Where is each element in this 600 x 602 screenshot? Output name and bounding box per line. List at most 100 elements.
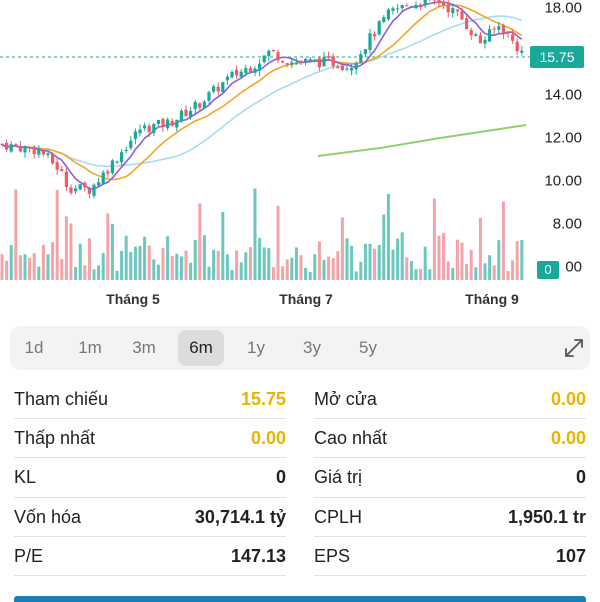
volume-bar <box>221 212 224 280</box>
volume-bar <box>359 262 362 280</box>
volume-bar <box>83 265 86 280</box>
month-label: Tháng 9 <box>465 291 519 307</box>
candle-body <box>19 146 22 151</box>
volume-bar <box>162 248 165 280</box>
stat-value: 0.00 <box>551 389 586 410</box>
stat-value: 147.13 <box>231 546 286 567</box>
volume-bar <box>70 223 73 280</box>
volume-bar <box>405 258 408 280</box>
candle-body <box>493 29 496 30</box>
candle-body <box>249 68 252 72</box>
candle-body <box>42 151 45 154</box>
candle-body <box>138 130 141 134</box>
volume-bar <box>102 253 105 280</box>
range-1y-button[interactable]: 1y <box>236 330 276 366</box>
range-1m-button[interactable]: 1m <box>68 330 112 366</box>
volume-bar <box>171 256 174 280</box>
candle-body <box>221 82 224 92</box>
volume-bar <box>451 268 454 280</box>
candle-body <box>483 40 486 44</box>
candle-body <box>106 171 109 173</box>
candle-body <box>5 143 8 150</box>
moving-averages <box>2 2 526 189</box>
volume-bar <box>258 238 261 280</box>
candle-body <box>244 68 247 73</box>
volume-bar <box>226 254 229 280</box>
candle-body <box>69 188 72 193</box>
volume-bar <box>465 264 468 280</box>
bottom-action-bar[interactable] <box>14 596 586 602</box>
candle-body <box>419 5 422 8</box>
volume-bar <box>369 244 372 280</box>
candle-body <box>391 8 394 11</box>
volume-bar <box>507 271 510 280</box>
candle-body <box>456 10 459 12</box>
volume-bars <box>1 189 524 280</box>
candle-body <box>56 162 59 170</box>
volume-bar <box>42 245 45 280</box>
ma-200-line <box>318 125 526 156</box>
range-1d-button[interactable]: 1d <box>14 330 54 366</box>
candle-body <box>281 61 284 62</box>
candle-body <box>97 182 100 185</box>
stats-row: KL 0 Giá trị 0 <box>14 458 586 496</box>
time-range-selector: 1d 1m 3m 6m 1y 3y 5y <box>10 326 590 370</box>
volume-bar <box>143 237 146 280</box>
volume-bar <box>139 246 142 280</box>
volume-bar <box>93 269 96 280</box>
candle-body <box>171 121 174 126</box>
candle-body <box>318 58 321 67</box>
candle-body <box>120 152 123 162</box>
price-chart[interactable]: 18.00 14.00 12.00 10.00 8.00 00 15.75 0 … <box>0 0 600 285</box>
volume-bar <box>355 271 358 280</box>
candle-body <box>387 10 390 20</box>
volume-bar <box>244 252 247 280</box>
volume-bar <box>346 238 349 280</box>
volume-bar <box>235 250 238 280</box>
volume-bar <box>484 263 487 280</box>
candle-body <box>46 153 49 155</box>
candle-body <box>290 62 293 64</box>
volume-bar <box>373 249 376 280</box>
stat-value: 0.00 <box>251 428 286 449</box>
volume-bar <box>47 254 50 280</box>
volume-bar <box>106 213 109 280</box>
candle-body <box>253 69 256 73</box>
candle-body <box>355 63 358 70</box>
range-3y-button[interactable]: 3y <box>292 330 332 366</box>
candle-body <box>304 59 307 62</box>
candle-body <box>336 66 339 68</box>
candle-body <box>194 102 197 109</box>
volume-bar <box>267 248 270 280</box>
range-5y-button[interactable]: 5y <box>348 330 388 366</box>
stat-shares-outstanding: CPLH 1,950.1 tr <box>314 498 586 536</box>
volume-bar <box>157 265 160 280</box>
price-axis-label: 18.00 <box>544 0 582 17</box>
expand-icon[interactable] <box>562 336 586 360</box>
stat-volume: KL 0 <box>14 458 286 496</box>
volume-bar <box>401 232 404 280</box>
chart-canvas[interactable] <box>0 0 600 285</box>
candle-body <box>157 120 160 124</box>
stat-low: Thấp nhất 0.00 <box>14 419 286 457</box>
range-6m-button[interactable]: 6m <box>178 330 224 366</box>
range-3m-button[interactable]: 3m <box>122 330 166 366</box>
volume-bar <box>433 198 436 280</box>
volume-bar <box>378 245 381 280</box>
candle-body <box>373 34 376 36</box>
candle-body <box>511 34 514 40</box>
volume-bar <box>300 255 303 280</box>
stat-label: Cao nhất <box>314 428 387 449</box>
volume-bar <box>442 233 445 280</box>
volume-bar <box>166 236 169 280</box>
volume-bar <box>37 267 40 280</box>
stats-row: Thấp nhất 0.00 Cao nhất 0.00 <box>14 419 586 457</box>
stat-reference: Tham chiếu 15.75 <box>14 380 286 418</box>
volume-bar <box>392 250 395 280</box>
stat-label: Vốn hóa <box>14 507 81 528</box>
candle-body <box>226 77 229 81</box>
candle-body <box>497 26 500 30</box>
stat-market-cap: Vốn hóa 30,714.1 tỷ <box>14 498 286 536</box>
candle-body <box>33 147 36 155</box>
candle-body <box>0 144 3 145</box>
